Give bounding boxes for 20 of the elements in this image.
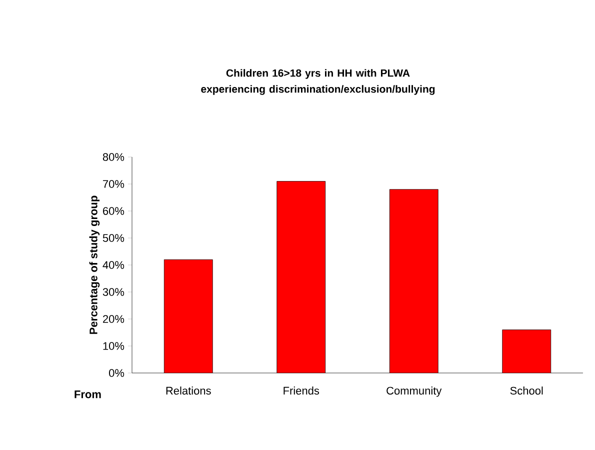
bar: [502, 330, 552, 373]
bar: [390, 189, 438, 373]
x-tick-label: Relations: [166, 386, 211, 395]
y-tick-label: 20%: [103, 315, 124, 323]
x-axis-title: From: [74, 390, 101, 398]
y-axis-title: Percentage of study group: [89, 196, 100, 334]
x-tick-label: Friends: [284, 386, 320, 395]
x-tick-label: Community: [386, 386, 442, 397]
chart-title: Children 16>18 yrs in HH with PLWA experiencing discrimination/exclusion/bullying: [201, 69, 435, 95]
bar: [164, 260, 213, 373]
y-tick-label: 10%: [103, 342, 124, 350]
y-tick-label: 50%: [102, 234, 124, 242]
bar: [276, 181, 326, 373]
y-tick-label: 0%: [109, 369, 124, 377]
y-tick-label: 30%: [102, 288, 124, 296]
x-tick-label: School: [510, 386, 543, 395]
y-tick-label: 70%: [103, 180, 124, 188]
y-tick-label: 80%: [102, 153, 124, 161]
y-tick-label: 40%: [102, 261, 124, 269]
y-tick-label: 60%: [103, 207, 124, 215]
